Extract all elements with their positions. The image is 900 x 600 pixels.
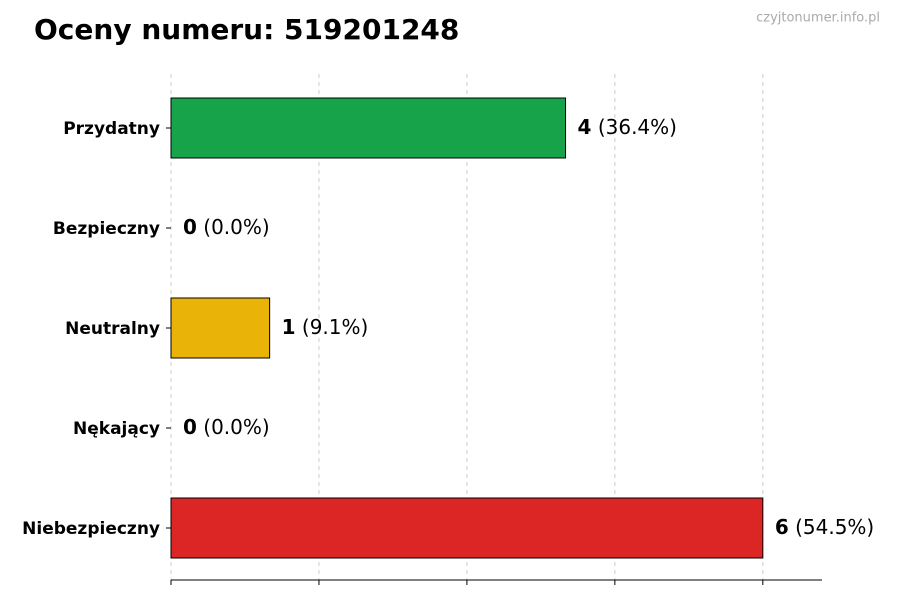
bar <box>170 297 271 359</box>
y-tick-label: Przydatny <box>63 119 160 139</box>
value-count: 1 <box>282 315 296 339</box>
value-count: 0 <box>183 215 197 239</box>
value-share: (0.0%) <box>203 215 269 239</box>
value-label: 4 (36.4%) <box>578 115 677 139</box>
value-label: 1 (9.1%) <box>282 315 369 339</box>
value-label: 6 (54.5%) <box>775 515 874 539</box>
y-tick-label: Niebezpieczny <box>22 519 160 539</box>
value-count: 6 <box>775 515 789 539</box>
value-share: (9.1%) <box>302 315 368 339</box>
value-share: (36.4%) <box>598 115 677 139</box>
value-count: 0 <box>183 415 197 439</box>
y-tick-label: Nękający <box>73 419 160 439</box>
value-share: (54.5%) <box>795 515 874 539</box>
value-label: 0 (0.0%) <box>183 215 270 239</box>
watermark: czyjtonumer.info.pl <box>756 11 880 26</box>
bar <box>170 97 567 159</box>
y-tick-label: Neutralny <box>65 319 160 339</box>
chart-title: Oceny numeru: 519201248 <box>34 13 459 46</box>
bar <box>170 497 764 559</box>
value-label: 0 (0.0%) <box>183 415 270 439</box>
y-tick-label: Bezpieczny <box>53 219 160 239</box>
value-share: (0.0%) <box>203 415 269 439</box>
value-count: 4 <box>578 115 592 139</box>
